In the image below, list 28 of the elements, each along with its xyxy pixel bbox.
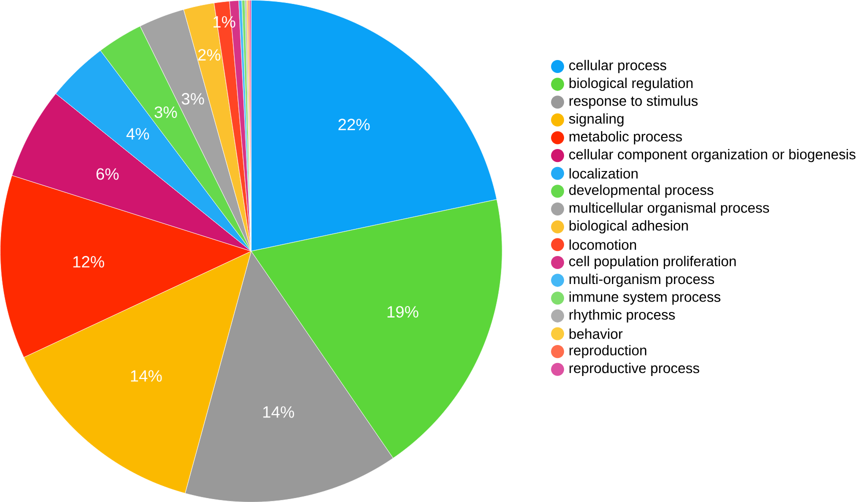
legend-label: localization: [570, 168, 638, 178]
legend-label: developmental process: [569, 184, 714, 198]
legend-label: biological regulation: [570, 78, 693, 91]
data-label: 14%: [131, 370, 162, 382]
legend-label: reproduction: [570, 344, 646, 358]
data-label: 3%: [182, 92, 204, 104]
data-label: 14%: [263, 406, 294, 418]
legend-label: reproductive process: [570, 362, 700, 376]
legend-label: locomotion: [570, 239, 636, 250]
legend-label: signaling: [569, 113, 624, 126]
legend-label: cellular process: [569, 60, 666, 73]
data-label: 2%: [198, 48, 220, 60]
legend-label: cell population proliferation: [569, 256, 736, 269]
legend-label: rhythmic process: [570, 309, 675, 322]
legend-label: metabolic process: [570, 130, 682, 144]
legend-label: immune system process: [570, 291, 720, 305]
data-label: 12%: [73, 256, 104, 268]
data-label: 3%: [154, 106, 177, 118]
data-label: 4%: [126, 128, 150, 140]
legend-label: multicellular organismal process: [570, 202, 770, 216]
legend-label: biological adhesion: [570, 220, 688, 234]
data-label: 22%: [338, 118, 370, 130]
data-label: 6%: [96, 168, 119, 180]
legend-label: behavior: [570, 328, 623, 339]
legend-label: multi-organism process: [570, 274, 714, 287]
legend-label: response to stimulus: [570, 95, 698, 109]
legend-label: cellular component organization or biogenesis: [569, 148, 856, 162]
data-label: 19%: [388, 306, 418, 318]
